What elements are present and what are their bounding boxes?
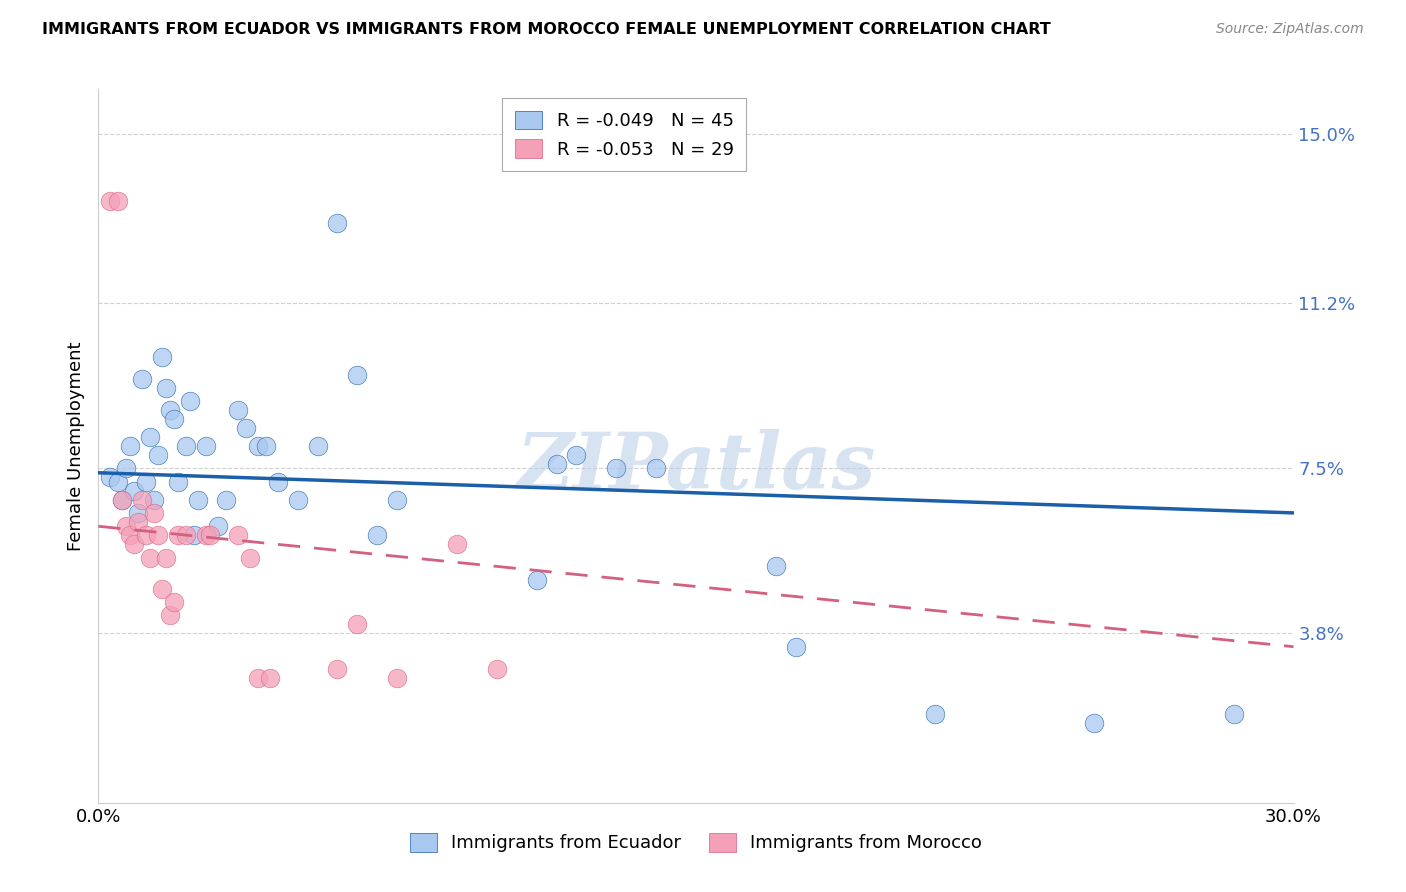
Point — [645, 461, 668, 475]
Point — [111, 492, 134, 507]
Point — [207, 519, 229, 533]
Point — [226, 403, 249, 417]
Point — [385, 671, 409, 685]
Point — [179, 394, 201, 409]
Point — [131, 372, 153, 386]
Point — [115, 519, 138, 533]
Point — [107, 194, 129, 208]
Point — [150, 350, 173, 364]
Point — [167, 475, 190, 489]
Point — [366, 528, 388, 542]
Text: Source: ZipAtlas.com: Source: ZipAtlas.com — [1216, 22, 1364, 37]
Point — [139, 550, 162, 565]
Point — [287, 492, 309, 507]
Point — [111, 492, 134, 507]
Point — [131, 492, 153, 507]
Point — [226, 528, 249, 542]
Point — [120, 528, 142, 542]
Point — [127, 506, 149, 520]
Point — [546, 457, 568, 471]
Point — [135, 528, 157, 542]
Point — [246, 439, 269, 453]
Point — [326, 662, 349, 676]
Point — [159, 608, 181, 623]
Point — [159, 403, 181, 417]
Text: ZIPatlas: ZIPatlas — [516, 429, 876, 506]
Point — [187, 492, 209, 507]
Point — [526, 573, 548, 587]
Point — [195, 439, 218, 453]
Point — [115, 461, 138, 475]
Point — [127, 515, 149, 529]
Point — [254, 439, 277, 453]
Point — [135, 475, 157, 489]
Point — [198, 528, 221, 542]
Point — [1083, 715, 1105, 730]
Point — [385, 492, 409, 507]
Point — [346, 368, 368, 382]
Point — [124, 537, 146, 551]
Point — [924, 706, 946, 721]
Point — [235, 421, 257, 435]
Point — [326, 216, 349, 230]
Point — [259, 671, 281, 685]
Point — [195, 528, 218, 542]
Point — [155, 550, 177, 565]
Point — [485, 662, 508, 676]
Point — [148, 448, 170, 462]
Point — [346, 617, 368, 632]
Point — [246, 671, 269, 685]
Point — [120, 439, 142, 453]
Legend: Immigrants from Ecuador, Immigrants from Morocco: Immigrants from Ecuador, Immigrants from… — [398, 821, 994, 865]
Point — [307, 439, 329, 453]
Point — [107, 475, 129, 489]
Point — [785, 640, 807, 654]
Text: IMMIGRANTS FROM ECUADOR VS IMMIGRANTS FROM MOROCCO FEMALE UNEMPLOYMENT CORRELATI: IMMIGRANTS FROM ECUADOR VS IMMIGRANTS FR… — [42, 22, 1050, 37]
Point — [446, 537, 468, 551]
Point — [143, 506, 166, 520]
Point — [98, 470, 122, 484]
Point — [148, 528, 170, 542]
Point — [155, 381, 177, 395]
Point — [163, 412, 186, 426]
Y-axis label: Female Unemployment: Female Unemployment — [66, 342, 84, 550]
Point — [124, 483, 146, 498]
Point — [139, 430, 162, 444]
Point — [605, 461, 627, 475]
Point — [174, 528, 197, 542]
Point — [150, 582, 173, 596]
Point — [167, 528, 190, 542]
Point — [98, 194, 122, 208]
Point — [565, 448, 588, 462]
Point — [183, 528, 205, 542]
Point — [174, 439, 197, 453]
Point — [215, 492, 238, 507]
Point — [143, 492, 166, 507]
Point — [765, 559, 787, 574]
Point — [239, 550, 262, 565]
Point — [267, 475, 290, 489]
Point — [163, 595, 186, 609]
Point — [1223, 706, 1246, 721]
